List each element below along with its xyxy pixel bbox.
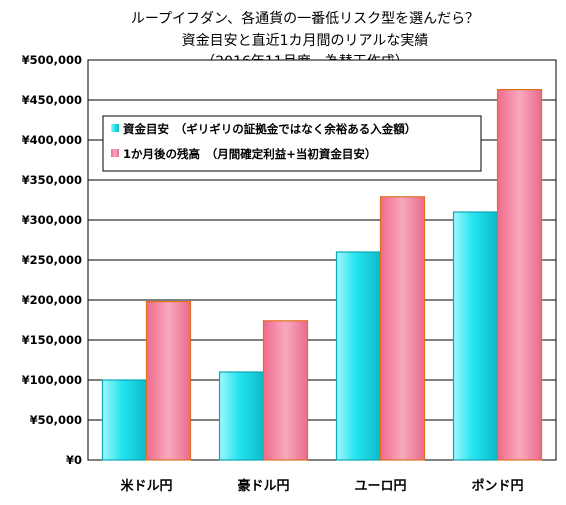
bar-balance-1 — [145, 301, 192, 461]
legend-swatch-series-1 — [111, 124, 119, 132]
bar-funding-3 — [335, 251, 382, 461]
y-tick-label: ¥500,000 — [22, 53, 82, 67]
legend-swatch-series-2 — [111, 149, 119, 157]
legend-label-series-2: 1か月後の残高 （月間確定利益+当初資金目安） — [123, 147, 376, 161]
x-axis-category-labels: 米ドル円 豪ドル円 ユーロ円 ポンド円 — [120, 478, 523, 494]
x-category-label: ポンド円 — [471, 478, 523, 494]
y-tick-label: ¥250,000 — [22, 253, 82, 267]
x-category-label: ユーロ円 — [354, 479, 406, 494]
y-tick-label: ¥150,000 — [22, 333, 82, 347]
legend-label-series-1: 資金目安 （ギリギリの証拠金ではなく余裕ある入金額） — [123, 122, 416, 136]
legend: 資金目安 （ギリギリの証拠金ではなく余裕ある入金額） 1か月後の残高 （月間確定… — [102, 115, 482, 172]
legend-box — [102, 115, 482, 172]
y-tick-label: ¥50,000 — [30, 413, 82, 427]
x-category-label: 米ドル円 — [120, 478, 172, 494]
bar-funding-2 — [218, 371, 265, 461]
y-tick-label: ¥450,000 — [22, 93, 82, 107]
y-tick-label: ¥200,000 — [22, 293, 82, 307]
y-axis-tick-labels: ¥0 ¥50,000 ¥100,000 ¥150,000 ¥200,000 ¥250,00… — [22, 53, 82, 467]
title-line-1: ループイフダン、各通貨の一番低リスク型を選んだら？ — [131, 10, 479, 27]
x-category-label: 豪ドル円 — [237, 478, 289, 494]
bar-balance-4 — [496, 88, 543, 461]
bar-balance-2 — [262, 320, 309, 461]
y-tick-label: ¥400,000 — [22, 133, 82, 147]
y-tick-label: ¥350,000 — [22, 173, 82, 187]
y-tick-label: ¥100,000 — [22, 373, 82, 387]
bars — [101, 88, 543, 461]
bar-funding-4 — [452, 211, 499, 461]
title-line-2: 資金目安と直近1カ月間のリアルな実績 — [182, 32, 429, 49]
y-tick-label: ¥0 — [66, 453, 82, 467]
bar-balance-3 — [379, 196, 426, 461]
bar-funding-1 — [101, 379, 148, 461]
y-tick-label: ¥300,000 — [22, 213, 82, 227]
